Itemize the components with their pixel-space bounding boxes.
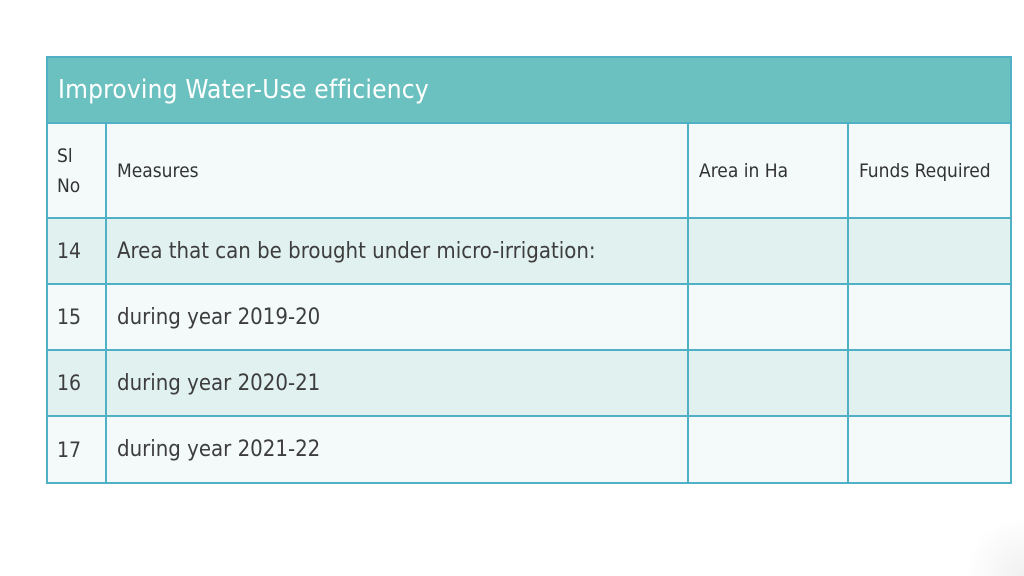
- row-sl-no: 15: [48, 284, 107, 351]
- row-area-cell: [688, 416, 849, 482]
- header-row: Sl No Measures Area in Ha Funds Required: [48, 124, 1010, 219]
- row-funds-cell: [848, 218, 1010, 285]
- header-area: Area in Ha: [688, 124, 849, 219]
- row-sl-no: 14: [48, 218, 107, 285]
- row-funds-cell: [848, 416, 1010, 482]
- corner-shadow: [964, 516, 1024, 576]
- row-measure: Area that can be brought under micro-irr…: [106, 218, 689, 285]
- header-sl-no-line2: No: [57, 174, 81, 197]
- table-row: 16 during year 2020-21: [48, 350, 1010, 417]
- row-measure: during year 2019-20: [106, 284, 689, 351]
- water-use-table: Improving Water-Use efficiency Sl No Mea…: [46, 56, 1012, 484]
- header-sl-no-line1: Sl: [57, 144, 73, 167]
- header-sl-no: Sl No: [48, 124, 107, 219]
- table-row: 14 Area that can be brought under micro-…: [48, 218, 1010, 285]
- table-row: 17 during year 2021-22: [48, 416, 1010, 482]
- header-funds: Funds Required: [848, 124, 1010, 219]
- row-sl-no: 17: [48, 416, 107, 482]
- row-funds-cell: [848, 284, 1010, 351]
- measures-table: Sl No Measures Area in Ha Funds Required…: [48, 124, 1010, 482]
- row-area-cell: [688, 218, 849, 285]
- row-sl-no: 16: [48, 350, 107, 417]
- row-funds-cell: [848, 350, 1010, 417]
- table-title: Improving Water-Use efficiency: [48, 58, 1010, 124]
- table-row: 15 during year 2019-20: [48, 284, 1010, 351]
- row-measure: during year 2020-21: [106, 350, 689, 417]
- row-area-cell: [688, 284, 849, 351]
- row-measure: during year 2021-22: [106, 416, 689, 482]
- row-area-cell: [688, 350, 849, 417]
- header-measures: Measures: [106, 124, 689, 219]
